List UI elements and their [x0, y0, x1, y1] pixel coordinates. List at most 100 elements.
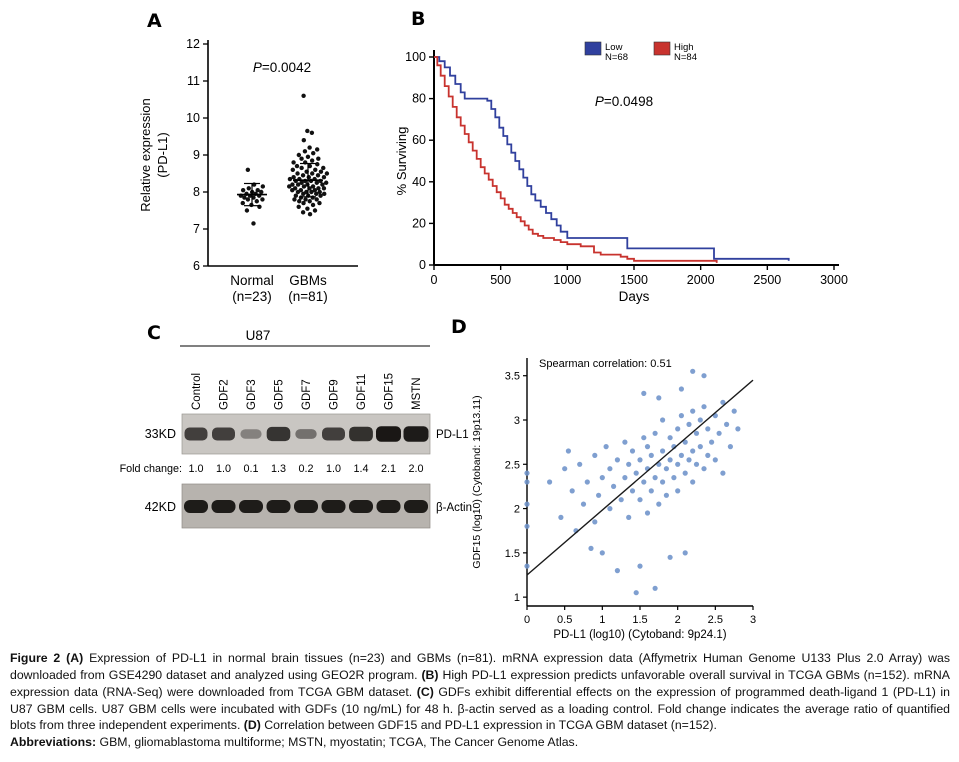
data-point: [299, 180, 304, 185]
panel-b-label: B: [411, 8, 426, 30]
data-point: [660, 479, 666, 485]
y-tick-label: 2.5: [505, 459, 520, 471]
data-point: [607, 506, 613, 512]
lane-label: MSTN: [411, 377, 423, 410]
y-axis-title: (PD-L1): [155, 132, 170, 178]
data-point: [251, 221, 256, 226]
x-tick-label: 500: [490, 273, 511, 287]
data-point: [648, 488, 654, 494]
data-point: [240, 200, 245, 206]
cell-line-label: U87: [246, 328, 271, 343]
data-point: [667, 435, 673, 441]
lane-label: GDF3: [246, 379, 258, 410]
data-point: [245, 167, 251, 172]
data-point: [678, 386, 684, 392]
data-point: [599, 475, 605, 481]
data-point: [324, 171, 330, 176]
data-point: [656, 395, 662, 401]
data-point: [292, 197, 297, 202]
data-point: [306, 175, 311, 180]
data-point: [682, 439, 688, 445]
fold-change-value: 1.3: [271, 463, 286, 475]
data-point: [317, 200, 322, 206]
data-point: [727, 444, 733, 450]
data-point: [291, 175, 296, 180]
data-point: [305, 206, 310, 211]
data-point: [637, 563, 643, 569]
data-point: [244, 208, 250, 213]
data-point: [592, 452, 598, 458]
panel-c-label: C: [147, 322, 161, 344]
fold-change-label: Fold change:: [120, 463, 182, 475]
fold-change-value: 2.0: [408, 463, 423, 475]
band: [376, 500, 401, 513]
y-tick-label: 3.5: [505, 371, 520, 383]
data-point: [705, 452, 711, 458]
data-point: [320, 182, 325, 187]
band: [349, 500, 373, 513]
data-point: [298, 187, 304, 193]
data-point: [678, 413, 684, 419]
data-point: [304, 189, 309, 195]
data-point: [641, 479, 647, 485]
band: [404, 500, 428, 513]
data-point: [693, 430, 700, 436]
data-point: [292, 186, 298, 191]
data-point: [637, 497, 643, 503]
data-point: [569, 488, 575, 494]
data-point: [307, 163, 313, 169]
band: [211, 500, 236, 513]
data-point: [314, 191, 319, 197]
fold-change-value: 1.4: [353, 463, 368, 475]
data-point: [296, 204, 301, 209]
data-point: [298, 195, 304, 200]
survival-curve-high: [434, 56, 718, 263]
x-tick-label: 2000: [687, 273, 715, 287]
y-tick-label: 1.5: [505, 548, 520, 560]
x-tick-label: 2: [675, 614, 681, 626]
panel-c-western-blot: U87 Control GDF2 GDF3 GDF5 GDF7 GDF9 GDF11 GDF15…: [120, 328, 472, 529]
data-point: [660, 448, 666, 454]
data-point: [562, 466, 568, 472]
data-point: [305, 154, 311, 160]
legend-swatch: [584, 41, 602, 56]
x-tick-label: 0: [524, 614, 530, 626]
data-point: [675, 461, 681, 467]
data-point: [318, 193, 323, 198]
band: [239, 500, 263, 513]
band: [266, 426, 291, 442]
band: [349, 426, 373, 442]
y-tick-label: 3: [514, 415, 520, 427]
data-point: [660, 417, 666, 423]
data-point: [652, 585, 658, 591]
data-point: [629, 448, 636, 454]
data-point: [720, 399, 726, 405]
legend-n: N=84: [674, 52, 697, 63]
data-point: [296, 152, 302, 158]
data-point: [294, 163, 300, 169]
data-point: [709, 439, 715, 445]
band: [184, 427, 208, 441]
data-point: [524, 479, 530, 485]
data-point: [307, 145, 312, 150]
data-point: [667, 554, 673, 560]
data-point: [735, 426, 741, 432]
data-point: [290, 182, 295, 187]
x-tick-label: 1: [599, 614, 605, 626]
data-point: [663, 492, 669, 498]
data-point: [648, 452, 654, 458]
data-point: [313, 167, 318, 172]
data-point: [290, 167, 296, 172]
data-point: [302, 149, 308, 154]
data-point: [315, 173, 321, 178]
data-point: [626, 461, 632, 467]
data-point: [295, 171, 300, 176]
data-point: [259, 189, 264, 195]
data-point: [652, 475, 658, 481]
data-point: [312, 187, 318, 193]
y-tick-label: 80: [412, 92, 426, 106]
data-point: [316, 156, 321, 161]
data-point: [671, 475, 677, 481]
data-point: [690, 448, 696, 454]
